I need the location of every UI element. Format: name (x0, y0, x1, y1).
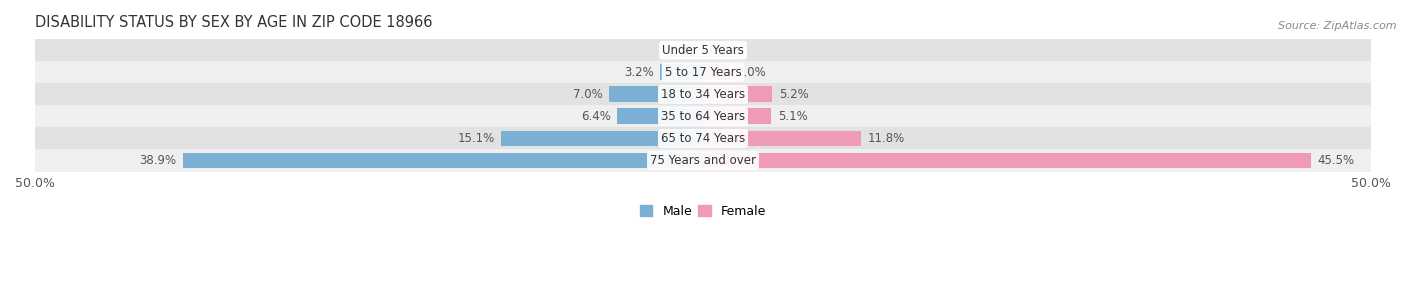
Text: 35 to 64 Years: 35 to 64 Years (661, 110, 745, 123)
Bar (35, 83, 1371, 105)
Bar (35, 105, 1371, 127)
Bar (35, 127, 1371, 150)
Bar (703, 130, 860, 147)
Text: Under 5 Years: Under 5 Years (662, 44, 744, 57)
Bar (183, 153, 703, 168)
Text: 18 to 34 Years: 18 to 34 Years (661, 88, 745, 101)
Bar (703, 153, 1310, 168)
Text: 7.0%: 7.0% (574, 88, 603, 101)
Text: 15.1%: 15.1% (457, 132, 495, 145)
Text: DISABILITY STATUS BY SEX BY AGE IN ZIP CODE 18966: DISABILITY STATUS BY SEX BY AGE IN ZIP C… (35, 15, 433, 30)
Text: 65 to 74 Years: 65 to 74 Years (661, 132, 745, 145)
Bar (35, 150, 1371, 171)
Bar (502, 130, 703, 147)
Text: 75 Years and over: 75 Years and over (650, 154, 756, 167)
Text: Source: ZipAtlas.com: Source: ZipAtlas.com (1278, 21, 1396, 31)
Text: 5 to 17 Years: 5 to 17 Years (665, 66, 741, 79)
Bar (703, 109, 770, 124)
Legend: Male, Female: Male, Female (636, 200, 770, 223)
Text: 38.9%: 38.9% (139, 154, 177, 167)
Text: 5.2%: 5.2% (779, 88, 808, 101)
Bar (35, 39, 1371, 61)
Bar (35, 61, 1371, 83)
Bar (617, 109, 703, 124)
Bar (703, 64, 730, 80)
Bar (703, 86, 772, 102)
Text: 0.0%: 0.0% (666, 44, 696, 57)
Text: 0.0%: 0.0% (710, 44, 740, 57)
Text: 6.4%: 6.4% (581, 110, 610, 123)
Text: 45.5%: 45.5% (1317, 154, 1355, 167)
Text: 11.8%: 11.8% (868, 132, 904, 145)
Bar (609, 86, 703, 102)
Bar (661, 64, 703, 80)
Text: 5.1%: 5.1% (778, 110, 807, 123)
Text: 3.2%: 3.2% (624, 66, 654, 79)
Text: 2.0%: 2.0% (737, 66, 766, 79)
